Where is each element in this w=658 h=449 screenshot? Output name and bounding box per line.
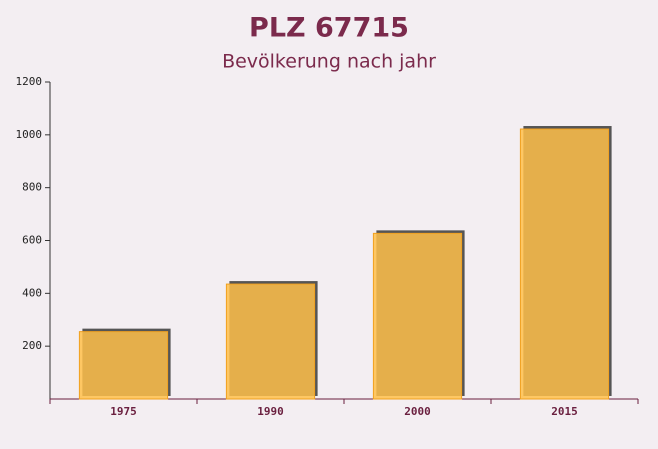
y-tick-label: 800 (22, 181, 42, 194)
chart-title: PLZ 67715 (249, 13, 409, 44)
bar (78, 331, 169, 400)
y-tick-label: 200 (22, 339, 42, 352)
y-tick-label: 600 (22, 234, 42, 247)
y-tick-label: 1000 (16, 128, 43, 141)
bar (225, 283, 316, 400)
bar (372, 232, 463, 400)
bar (519, 128, 610, 400)
x-tick-label: 2015 (551, 405, 578, 418)
y-tick-label: 1200 (16, 75, 43, 88)
x-tick-label: 2000 (404, 405, 431, 418)
x-tick-label: 1975 (110, 405, 137, 418)
chart-subtitle: Bevölkerung nach jahr (222, 51, 436, 73)
y-tick-label: 400 (22, 286, 42, 299)
x-tick-label: 1990 (257, 405, 284, 418)
